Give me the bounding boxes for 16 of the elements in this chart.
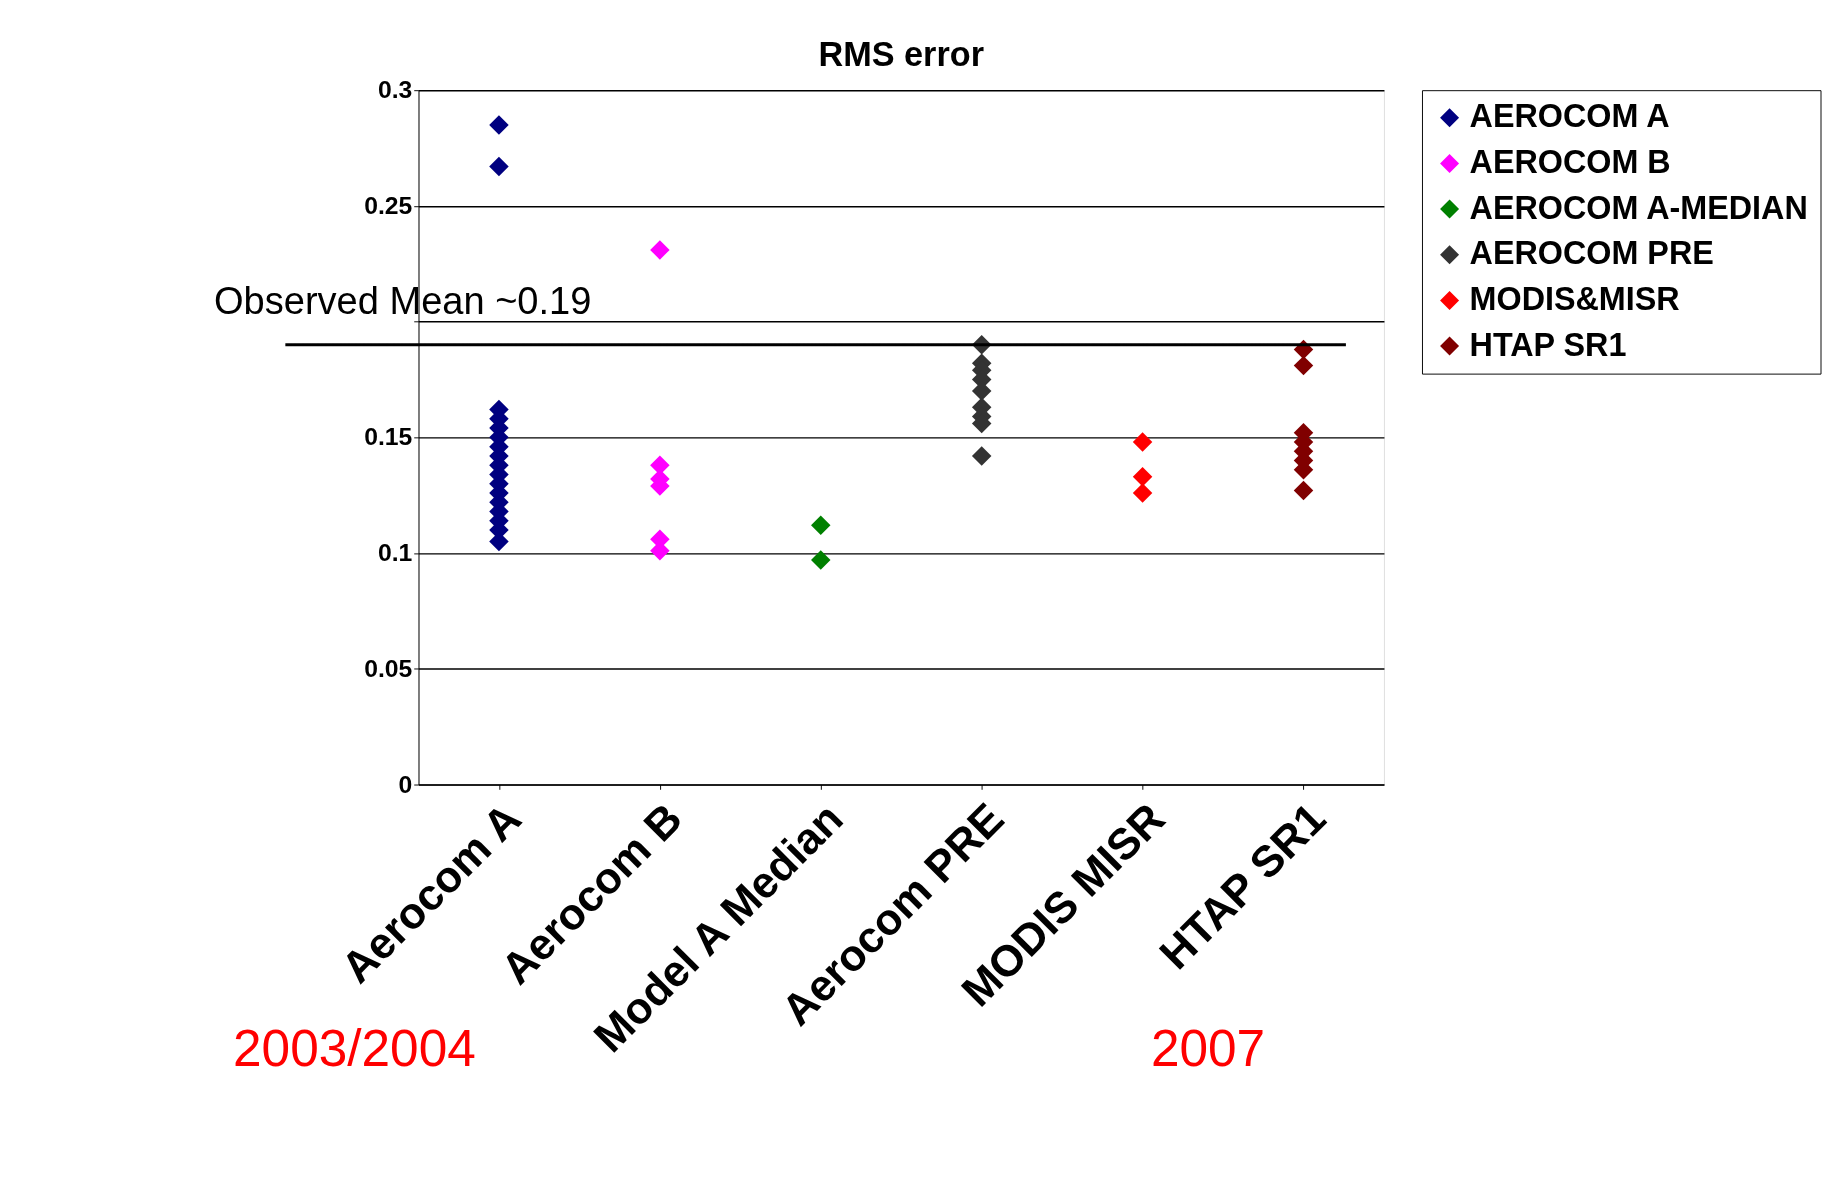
ref-line-label: Observed Mean ~0.19 [214, 280, 592, 323]
text: 2003/2004 [233, 1020, 476, 1078]
legend-label: MODIS&MISR [1469, 280, 1680, 317]
legend-label: AEROCOM B [1469, 143, 1671, 180]
y-tick-label: 0.05 [364, 654, 413, 682]
y-tick-label: 0.3 [377, 76, 413, 104]
legend-label: AEROCOM A-MEDIAN [1469, 189, 1808, 226]
legend-label: AEROCOM PRE [1469, 235, 1714, 272]
y-tick-label: 0.15 [364, 423, 413, 451]
legend-label: AEROCOM A [1469, 98, 1670, 135]
legend-label: HTAP SR1 [1469, 326, 1627, 363]
y-tick-label: 0.25 [364, 192, 413, 220]
y-tick-label: 0.1 [377, 539, 413, 567]
chart-title: RMS error [818, 35, 984, 74]
text: 2007 [1150, 1020, 1266, 1078]
y-tick-label: 0 [398, 770, 413, 798]
